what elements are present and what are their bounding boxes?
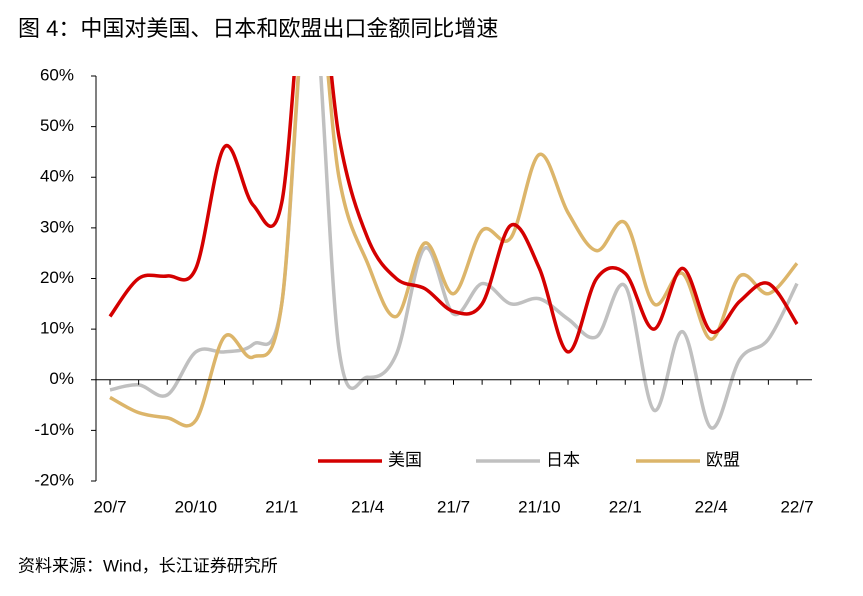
- y-tick-label: -20%: [34, 470, 74, 489]
- x-tick-label: 21/4: [351, 497, 384, 516]
- y-tick-label: 0%: [49, 369, 74, 388]
- x-tick-label: 20/10: [175, 497, 218, 516]
- x-tick-label: 22/7: [780, 497, 813, 516]
- series-line: [109, 76, 799, 430]
- x-tick-label: 22/1: [609, 497, 642, 516]
- plot-area: [108, 76, 799, 430]
- y-tick-label: 10%: [40, 319, 74, 338]
- y-tick-label: -10%: [34, 420, 74, 439]
- x-tick-label: 20/7: [93, 497, 126, 516]
- y-tick-label: 20%: [40, 268, 74, 287]
- y-tick-label: 50%: [40, 116, 74, 135]
- y-tick-label: 40%: [40, 167, 74, 186]
- x-tick-label: 22/4: [695, 497, 728, 516]
- x-tick-label: 21/1: [265, 497, 298, 516]
- legend-label: 欧盟: [706, 450, 740, 469]
- source: 资料来源：Wind，长江证券研究所: [18, 556, 278, 575]
- y-tick-label: 30%: [40, 217, 74, 236]
- x-tick-label: 21/10: [518, 497, 561, 516]
- legend-label: 美国: [388, 450, 422, 469]
- y-tick-label: 60%: [40, 65, 74, 84]
- x-tick-label: 21/7: [437, 497, 470, 516]
- chart-title: 图 4：中国对美国、日本和欧盟出口金额同比增速: [18, 16, 498, 41]
- series-line: [108, 76, 799, 354]
- legend-label: 日本: [546, 450, 580, 469]
